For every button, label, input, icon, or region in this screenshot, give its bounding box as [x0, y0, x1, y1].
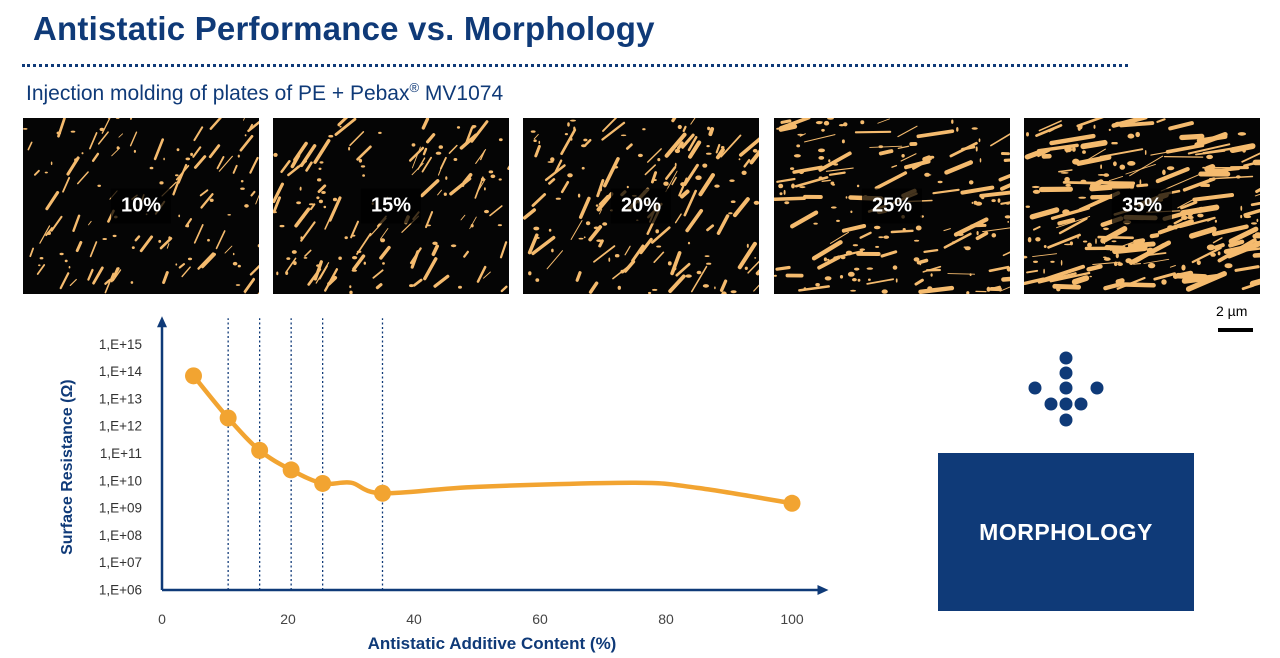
x-tick-label: 0 [158, 611, 166, 627]
data-point [314, 474, 332, 492]
y-tick-label: 1,E+14 [99, 364, 143, 379]
morphology-label: MORPHOLOGY [979, 518, 1153, 545]
subtitle-main: Injection molding of plates of PE + Peba… [26, 82, 410, 105]
morphology-box: MORPHOLOGY [938, 453, 1194, 611]
data-point [282, 461, 300, 479]
micrograph-label: 10% [110, 188, 172, 224]
micrograph-label: 35% [1111, 188, 1173, 224]
micrograph-label: 25% [861, 188, 923, 224]
micrograph-35-percent: 35% [1024, 118, 1260, 294]
x-tick-label: 40 [406, 611, 422, 627]
micrograph-label: 15% [360, 188, 422, 224]
y-axis-arrow-icon [157, 316, 167, 328]
micrograph-texture [273, 118, 509, 294]
x-tick-label: 20 [280, 611, 296, 627]
data-point [783, 494, 801, 512]
data-point [219, 409, 237, 427]
x-tick-label: 80 [658, 611, 674, 627]
subtitle: Injection molding of plates of PE + Peba… [26, 80, 503, 106]
data-point [374, 484, 391, 502]
micrograph-25-percent: 25% [774, 118, 1010, 294]
y-axis-title: Surface Resistance (Ω) [59, 379, 76, 555]
x-axis-title: Antistatic Additive Content (%) [368, 634, 617, 653]
dot-cross-logo-icon [1028, 351, 1104, 427]
y-tick-label: 1,E+08 [99, 528, 142, 543]
y-tick-label: 1,E+09 [99, 501, 142, 516]
y-tick-label: 1,E+13 [99, 391, 142, 406]
title-divider [22, 64, 1128, 67]
data-point [251, 441, 269, 459]
y-tick-label: 1,E+06 [99, 583, 142, 598]
micrograph-texture [774, 118, 1010, 294]
registered-mark: ® [409, 80, 420, 95]
scale-bar-label: 2 µm [1216, 303, 1248, 319]
y-tick-label: 1,E+12 [99, 419, 142, 434]
micrograph-10-percent: 10% [23, 118, 259, 294]
x-tick-label: 100 [780, 611, 804, 627]
micrograph-label: 20% [610, 188, 672, 224]
page-title: Antistatic Performance vs. Morphology [33, 10, 655, 47]
micrograph-texture [523, 118, 759, 294]
y-tick-label: 1,E+15 [99, 337, 142, 352]
y-tick-label: 1,E+07 [99, 555, 142, 570]
y-tick-label: 1,E+10 [99, 473, 142, 488]
micrograph-texture [1024, 118, 1260, 292]
scale-bar [1218, 328, 1253, 332]
x-tick-label: 60 [532, 611, 548, 627]
x-axis-arrow-icon [817, 585, 829, 595]
subtitle-suffix: MV1074 [419, 82, 504, 105]
series-line [191, 373, 795, 506]
micrograph-20-percent: 20% [523, 118, 759, 294]
micrograph-15-percent: 15% [273, 118, 509, 294]
data-point [185, 367, 202, 385]
y-tick-label: 1,E+11 [100, 446, 142, 461]
surface-resistance-chart: 1,E+06 1,E+07 1,E+08 1,E+09 1,E+10 1,E+11 1,E+… [59, 316, 829, 653]
